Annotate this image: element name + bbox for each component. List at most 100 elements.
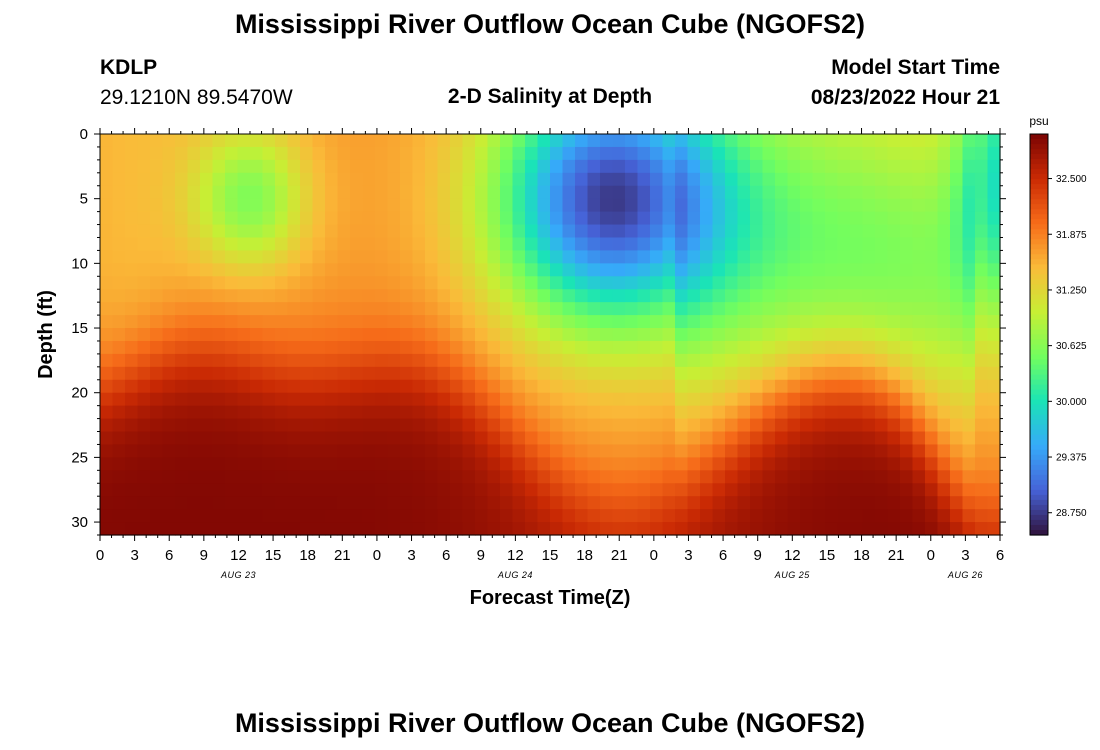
heatmap-cell [675,457,689,471]
heatmap-cell [625,276,639,290]
heatmap-cell [112,379,126,394]
heatmap-cell [200,470,214,484]
heatmap-cell [850,276,864,290]
heatmap-cell [775,134,789,148]
heatmap-cell [812,457,826,471]
heatmap-cell [737,263,751,277]
heatmap-cell [600,263,614,277]
colorbar-step [1030,459,1048,466]
heatmap-cell [525,224,539,239]
heatmap-cell [287,172,301,187]
x-tick-label: 21 [611,547,628,564]
heatmap-cell [375,211,389,226]
heatmap-cell [837,237,851,252]
heatmap-cell [112,405,126,420]
heatmap-cell [137,302,151,316]
heatmap-cell [812,224,826,239]
heatmap-cell [337,211,351,226]
heatmap-cell [837,483,851,497]
heatmap-cell [462,522,476,536]
heatmap-cell [125,289,139,303]
heatmap-cell [712,379,726,394]
heatmap-cell [537,250,551,264]
heatmap-cell [487,146,501,161]
heatmap-cell [837,340,851,355]
heatmap-cell [425,185,439,200]
heatmap-cell [175,470,189,484]
heatmap-cell [500,353,514,368]
heatmap-cell [425,172,439,187]
heatmap-cell [737,289,751,303]
heatmap-cell [275,276,289,290]
heatmap-cell [512,405,526,420]
heatmap-cell [850,444,864,458]
heatmap-cell [662,211,676,226]
heatmap-cell [587,289,601,303]
colorbar-step [1030,429,1048,436]
heatmap-cell [762,483,776,497]
heatmap-cell [800,392,814,407]
heatmap-cell [312,509,326,523]
heatmap-cell [850,198,864,213]
heatmap-cell [675,276,689,290]
heatmap-cell [712,289,726,303]
heatmap-cell [412,483,426,497]
heatmap-cell [475,146,489,161]
heatmap-cell [912,172,926,187]
heatmap-cell [275,146,289,161]
heatmap-cell [362,457,376,471]
heatmap-cell [200,302,214,316]
heatmap-cell [212,172,226,187]
heatmap-cell [150,211,164,226]
heatmap-cell [162,315,176,329]
heatmap-cell [837,496,851,510]
heatmap-cell [500,392,514,407]
heatmap-cell [850,237,864,252]
heatmap-cell [162,340,176,355]
heatmap-cell [125,353,139,368]
heatmap-cell [100,263,114,277]
heatmap-cell [750,276,764,290]
heatmap-cell [587,315,601,329]
x-tick-label: 15 [819,547,836,564]
heatmap-cell [212,289,226,303]
heatmap-cell [975,444,989,458]
heatmap-cell [125,509,139,523]
heatmap-cell [312,185,326,200]
heatmap-cell [825,276,839,290]
heatmap-cell [850,392,864,407]
heatmap-cell [562,353,576,368]
heatmap-cell [512,470,526,484]
heatmap-cell [475,444,489,458]
heatmap-cell [112,211,126,226]
heatmap-cell [400,379,414,394]
heatmap-cell [937,315,951,329]
heatmap-cell [600,444,614,458]
heatmap-cell [975,457,989,471]
heatmap-cell [112,198,126,213]
heatmap-cell [175,418,189,433]
heatmap-cell [262,353,276,368]
colorbar-step [1030,484,1048,491]
heatmap-cell [175,250,189,264]
heatmap-cell [250,198,264,213]
heatmap-cell [525,328,539,342]
heatmap-cell [125,496,139,510]
heatmap-cell [337,315,351,329]
heatmap-cell [862,366,876,381]
colorbar-step [1030,249,1048,255]
heatmap-cell [362,276,376,290]
heatmap-cell [362,146,376,161]
heatmap-cell [150,289,164,303]
heatmap-cell [912,444,926,458]
heatmap-cell [912,457,926,471]
heatmap-cell [225,444,239,458]
heatmap-cell [375,444,389,458]
heatmap-cell [750,509,764,523]
heatmap-cell [275,302,289,316]
heatmap-cell [912,315,926,329]
heatmap-cell [525,276,539,290]
heatmap-cell [950,211,964,226]
heatmap-cell [462,302,476,316]
heatmap-cell [537,237,551,252]
